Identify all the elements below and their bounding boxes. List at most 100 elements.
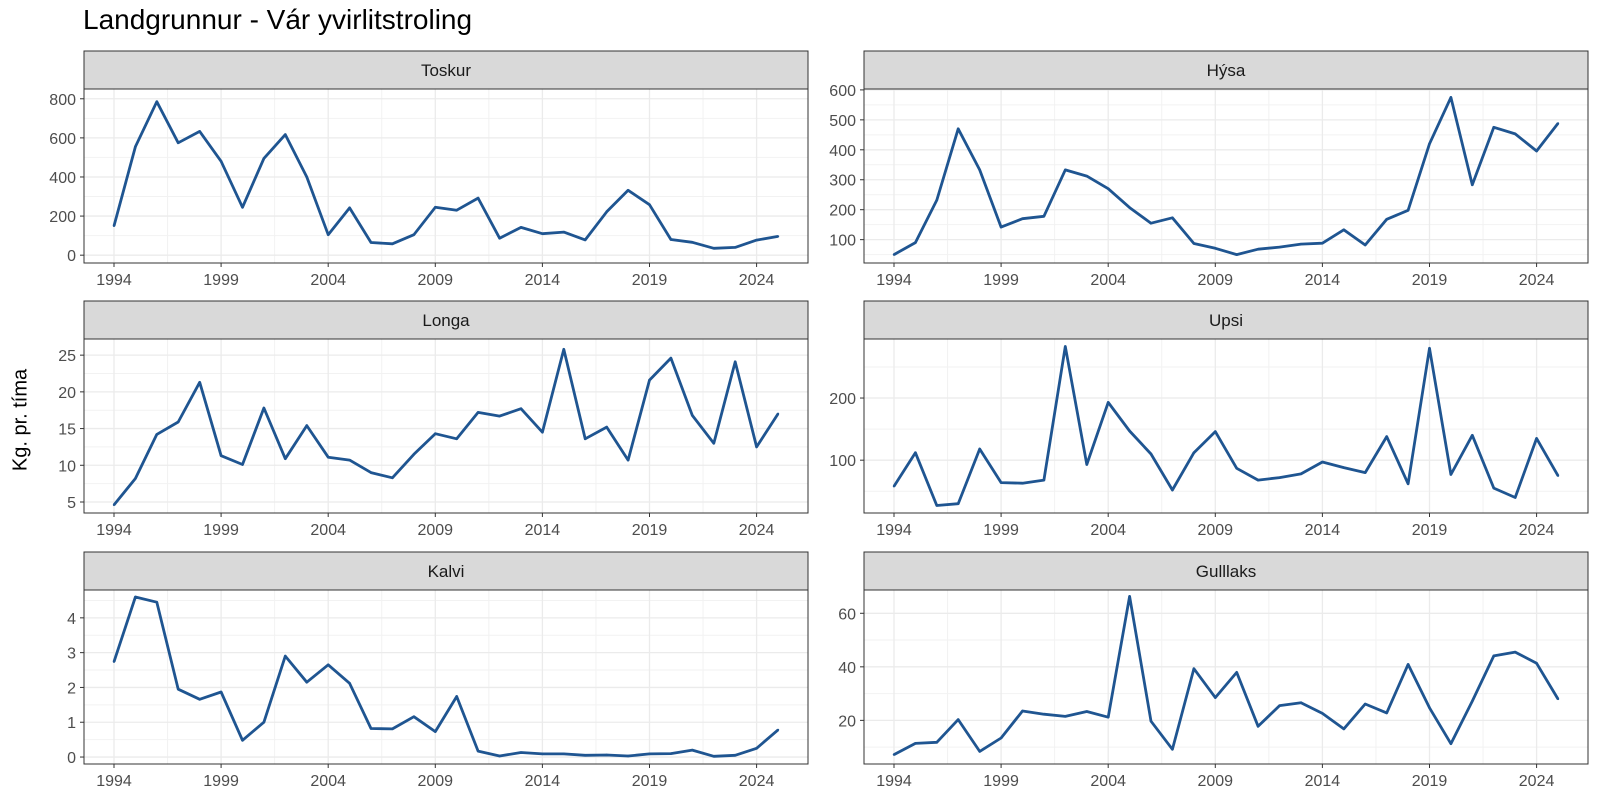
chart-main-title: Landgrunnur - Vár yvirlitstroling	[83, 4, 473, 35]
data-point	[1192, 242, 1196, 245]
x-tick-label: 2024	[739, 773, 775, 790]
x-tick-label: 1999	[203, 272, 239, 289]
data-point	[305, 681, 308, 684]
data-point	[691, 414, 694, 417]
y-tick-label: 0	[67, 750, 76, 767]
y-tick-label: 200	[49, 209, 76, 226]
data-point	[241, 739, 244, 742]
data-point	[914, 742, 917, 745]
data-point	[935, 741, 939, 744]
y-tick-label: 100	[829, 233, 856, 250]
data-point	[284, 133, 287, 136]
data-point	[1471, 699, 1474, 703]
x-tick-label: 2019	[1412, 522, 1448, 539]
data-point	[1364, 471, 1367, 474]
data-point	[1085, 174, 1088, 178]
data-point	[669, 238, 673, 241]
data-point	[892, 253, 896, 256]
x-tick-label: 2014	[1305, 522, 1341, 539]
y-tick-label: 100	[829, 453, 856, 470]
data-point	[1171, 216, 1174, 219]
data-point	[1428, 706, 1431, 709]
data-point	[519, 407, 523, 410]
series-line	[893, 595, 1560, 756]
series-line	[112, 100, 779, 250]
data-point	[391, 476, 394, 479]
y-tick-label: 2	[67, 680, 76, 697]
data-point	[1042, 713, 1046, 716]
data-point	[455, 209, 458, 212]
data-point	[1235, 253, 1238, 256]
data-point	[1171, 488, 1174, 492]
data-point	[1428, 347, 1431, 350]
data-point	[498, 414, 501, 418]
data-point	[177, 420, 180, 424]
data-point	[519, 751, 523, 754]
data-point	[1128, 429, 1131, 433]
data-point	[605, 210, 608, 213]
data-point	[1106, 401, 1110, 404]
data-point	[1256, 725, 1260, 728]
data-point	[776, 235, 780, 238]
y-tick-label: 60	[838, 606, 856, 623]
x-tick-label: 1994	[96, 522, 132, 539]
data-point	[1492, 126, 1495, 129]
data-point	[1021, 481, 1024, 485]
data-point	[1556, 697, 1560, 701]
data-point	[669, 752, 673, 755]
data-point	[455, 437, 458, 441]
x-tick-label: 2009	[1197, 272, 1233, 289]
data-point	[648, 203, 651, 206]
data-point	[712, 442, 715, 445]
data-point	[1042, 478, 1046, 482]
data-point	[1064, 345, 1067, 348]
data-point	[1299, 242, 1303, 246]
x-tick-label: 2024	[739, 272, 775, 289]
x-tick-label: 2014	[1305, 272, 1341, 289]
data-point	[584, 238, 587, 242]
data-point	[348, 682, 351, 685]
data-point	[284, 457, 287, 460]
data-point	[1535, 662, 1538, 665]
x-tick-label: 2014	[525, 272, 561, 289]
data-point	[1513, 650, 1517, 654]
data-point	[957, 718, 960, 721]
x-tick-label: 2024	[739, 522, 775, 539]
data-point	[1085, 710, 1088, 713]
data-point	[284, 654, 287, 658]
x-tick-label: 2009	[417, 522, 453, 539]
data-point	[198, 698, 201, 701]
y-tick-label: 5	[67, 495, 76, 512]
data-point	[326, 233, 330, 236]
data-point	[626, 189, 630, 192]
data-point	[755, 238, 758, 242]
data-point	[957, 127, 960, 131]
data-point	[978, 750, 981, 753]
x-tick-label: 2019	[632, 522, 668, 539]
data-point	[348, 458, 351, 462]
data-point	[1364, 702, 1367, 706]
panel-border	[83, 88, 809, 264]
panel-hýsa: Hýsa 100 200 300 400 500 600 1994 1999 2004 2009 20…	[829, 50, 1589, 289]
data-point	[562, 752, 566, 756]
y-tick-label: 200	[829, 203, 856, 220]
facet-strip-label: Gulllaks	[1196, 562, 1256, 581]
data-point	[1149, 719, 1153, 723]
x-tick-label: 2004	[1090, 272, 1126, 289]
data-point	[1492, 486, 1495, 490]
data-point	[541, 752, 544, 756]
data-point	[1149, 452, 1153, 456]
panel-kalvi: Kalvi 0 1 2 3 4 1994 1999 2004 2009 2014 2019 2024	[67, 551, 809, 790]
series-line	[112, 595, 779, 758]
data-point	[112, 503, 116, 507]
data-point	[305, 175, 308, 179]
data-point	[776, 728, 780, 732]
data-point	[1535, 149, 1538, 153]
data-point	[155, 100, 159, 103]
x-tick-label: 1994	[96, 773, 132, 790]
facet-strip	[83, 551, 809, 591]
panel-border	[863, 338, 1589, 514]
data-point	[1471, 183, 1474, 187]
series-line	[893, 96, 1560, 257]
data-point	[134, 595, 137, 599]
